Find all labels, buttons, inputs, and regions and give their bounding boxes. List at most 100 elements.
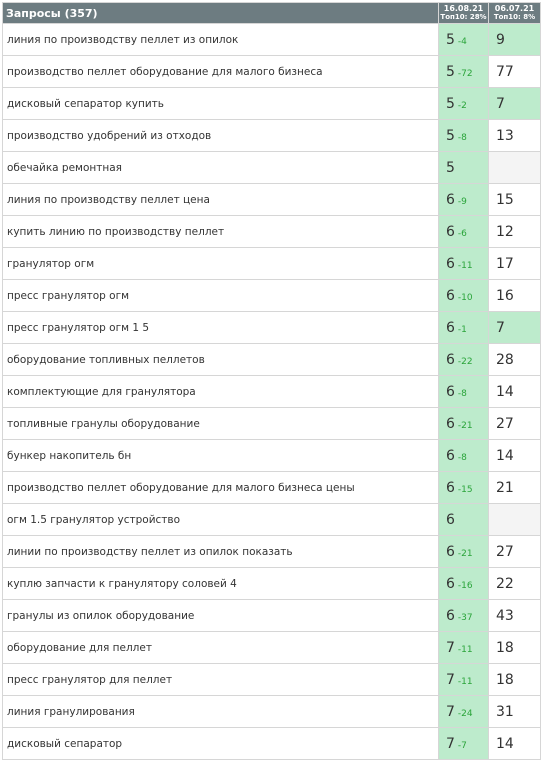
previous-position <box>488 503 541 536</box>
previous-position: 16 <box>488 279 541 312</box>
query[interactable]: купить линию по производству пеллет <box>2 215 439 248</box>
position: 5 <box>446 31 455 48</box>
row: обечайка ремонтная 5 <box>2 151 541 184</box>
position-cell: 5 -72 <box>438 55 489 88</box>
position-cell: 7 -24 <box>438 695 489 728</box>
position-cell: 6 -8 <box>438 375 489 408</box>
query[interactable]: оборудование для пеллет <box>2 631 439 664</box>
row: линия гранулирования 7 -24 31 <box>2 695 541 728</box>
row: дисковый сепаратор купить 5 -2 7 <box>2 87 541 120</box>
query[interactable]: производство пеллет оборудование для мал… <box>2 471 439 504</box>
position: 7 <box>446 639 455 656</box>
row: производство удобрений из отходов 5 -8 13 <box>2 119 541 152</box>
position-change: -72 <box>457 68 473 79</box>
position: 6 <box>446 287 455 304</box>
previous-position: 43 <box>488 599 541 632</box>
row: дисковый сепаратор 7 -7 14 <box>2 727 541 760</box>
position: 6 <box>446 607 455 624</box>
position: 6 <box>446 191 455 208</box>
position-cell: 5 -8 <box>438 119 489 152</box>
query[interactable]: дисковый сепаратор <box>2 727 439 760</box>
query[interactable]: линия гранулирования <box>2 695 439 728</box>
position-change: -21 <box>457 548 473 559</box>
query[interactable]: оборудование топливных пеллетов <box>2 343 439 376</box>
previous-position: 18 <box>488 631 541 664</box>
position: 6 <box>446 319 455 336</box>
query[interactable]: обечайка ремонтная <box>2 151 439 184</box>
position: 6 <box>446 383 455 400</box>
query[interactable]: бункер накопитель бн <box>2 439 439 472</box>
query[interactable]: дисковый сепаратор купить <box>2 87 439 120</box>
position-cell: 6 -21 <box>438 407 489 440</box>
query[interactable]: куплю запчасти к гранулятору соловей 4 <box>2 567 439 600</box>
row: гранулятор огм 6 -11 17 <box>2 247 541 280</box>
query[interactable]: пресс гранулятор огм <box>2 279 439 312</box>
position-change: -10 <box>457 292 473 303</box>
header-title[interactable]: Запросы (357) <box>2 2 439 24</box>
column-header[interactable]: 16.08.21 Топ10: 28% <box>438 2 489 24</box>
query[interactable]: огм 1.5 гранулятор устройство <box>2 503 439 536</box>
position: 7 <box>446 735 455 752</box>
position-change: -15 <box>457 484 473 495</box>
position: 6 <box>446 351 455 368</box>
query[interactable]: комплектующие для гранулятора <box>2 375 439 408</box>
position: 5 <box>446 159 455 176</box>
row: пресс гранулятор огм 1 5 6 -1 7 <box>2 311 541 344</box>
position-change: -11 <box>457 644 473 655</box>
query[interactable]: линии по производству пеллет из опилок п… <box>2 535 439 568</box>
position: 7 <box>446 703 455 720</box>
row: производство пеллет оборудование для мал… <box>2 471 541 504</box>
position-cell: 7 -11 <box>438 631 489 664</box>
position-cell: 6 -37 <box>438 599 489 632</box>
previous-position: 12 <box>488 215 541 248</box>
row: линии по производству пеллет из опилок п… <box>2 535 541 568</box>
position-change: -16 <box>457 580 473 591</box>
query[interactable]: гранулятор огм <box>2 247 439 280</box>
query[interactable]: линия по производству пеллет цена <box>2 183 439 216</box>
column-top: Топ10: 28% <box>440 13 487 21</box>
row: купить линию по производству пеллет 6 -6 12 <box>2 215 541 248</box>
position-cell: 6 -9 <box>438 183 489 216</box>
query[interactable]: пресс гранулятор для пеллет <box>2 663 439 696</box>
previous-position: 21 <box>488 471 541 504</box>
position-cell: 7 -11 <box>438 663 489 696</box>
position-change: -22 <box>457 356 473 367</box>
position-change: -6 <box>457 228 467 239</box>
position-change: -4 <box>457 36 467 47</box>
column-header[interactable]: 06.07.21 Топ10: 8% <box>488 2 541 24</box>
previous-position <box>488 151 541 184</box>
query[interactable]: производство удобрений из отходов <box>2 119 439 152</box>
position: 6 <box>446 447 455 464</box>
position-change: -11 <box>457 260 473 271</box>
position-change: -7 <box>457 740 467 751</box>
position: 6 <box>446 415 455 432</box>
position-change: -8 <box>457 452 467 463</box>
row: гранулы из опилок оборудование 6 -37 43 <box>2 599 541 632</box>
previous-position: 9 <box>488 23 541 56</box>
previous-position: 22 <box>488 567 541 600</box>
previous-position: 7 <box>488 87 541 120</box>
position-cell: 5 <box>438 151 489 184</box>
position-cell: 6 -1 <box>438 311 489 344</box>
position: 5 <box>446 127 455 144</box>
position-change: -21 <box>457 420 473 431</box>
queries-table: Запросы (357) 16.08.21 Топ10: 28% 06.07.2… <box>2 2 541 760</box>
position-change: -24 <box>457 708 473 719</box>
query[interactable]: гранулы из опилок оборудование <box>2 599 439 632</box>
row: оборудование топливных пеллетов 6 -22 28 <box>2 343 541 376</box>
position-change: -8 <box>457 388 467 399</box>
position-cell: 6 -8 <box>438 439 489 472</box>
position: 7 <box>446 671 455 688</box>
row: линия по производству пеллет из опилок 5-… <box>2 23 541 56</box>
position-cell: 6 -16 <box>438 567 489 600</box>
query[interactable]: линия по производству пеллет из опилок <box>2 23 439 56</box>
position: 6 <box>446 575 455 592</box>
table-body: линия по производству пеллет из опилок 5-… <box>2 23 541 760</box>
previous-position: 14 <box>488 727 541 760</box>
query[interactable]: топливные гранулы оборудование <box>2 407 439 440</box>
row: огм 1.5 гранулятор устройство 6 <box>2 503 541 536</box>
query[interactable]: производство пеллет оборудование для мал… <box>2 55 439 88</box>
query[interactable]: пресс гранулятор огм 1 5 <box>2 311 439 344</box>
